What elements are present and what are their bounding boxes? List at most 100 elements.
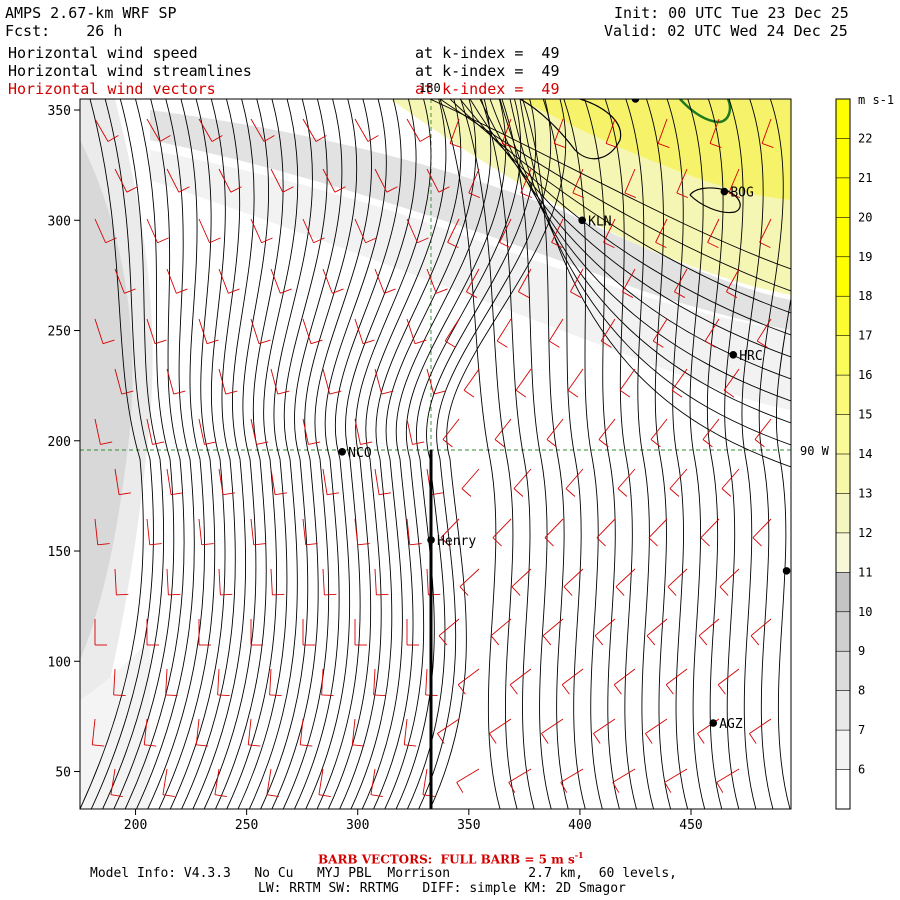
wind-barb-staff: [114, 368, 123, 395]
wind-barb-staff: [146, 118, 161, 142]
wind-barb-staff: [520, 168, 532, 194]
wind-barb-feather: [321, 694, 334, 697]
wind-barb-staff: [499, 218, 512, 243]
wind-barb-staff: [143, 718, 148, 745]
wind-barb-staff: [459, 568, 480, 588]
wind-barb-staff: [354, 518, 359, 545]
wind-barb-staff: [321, 668, 324, 695]
wind-barb-staff: [624, 168, 636, 194]
stations-layer: NCO Henry KLN BOG HRC AGZ: [338, 99, 791, 732]
wind-barb-feather: [572, 192, 585, 199]
wind-barb-staff: [456, 768, 480, 783]
speed-shade-west-core: [80, 140, 133, 660]
wind-barb-staff: [354, 418, 361, 445]
wind-barb-staff: [302, 418, 309, 445]
wind-barb-staff: [270, 368, 279, 395]
wind-barb-feather: [447, 241, 459, 249]
colorbar-units: m s-1: [858, 93, 894, 107]
wind-barb-feather: [676, 192, 689, 199]
wind-barb-staff: [214, 768, 220, 795]
wind-barb-staff: [146, 318, 156, 344]
wind-barb-feather: [332, 288, 344, 294]
wind-barb-feather: [409, 543, 422, 546]
wind-barb-staff: [146, 518, 151, 545]
wind-barb-staff: [551, 218, 564, 243]
x-tick-label: 200: [124, 818, 147, 833]
wind-barb-feather: [352, 744, 365, 747]
wind-barb-feather: [384, 288, 396, 294]
wind-barb-feather: [709, 143, 722, 148]
wind-barb-staff: [370, 768, 376, 795]
station-marker: [338, 447, 346, 456]
wind-barb-staff: [198, 318, 208, 344]
wind-barb-feather: [217, 694, 230, 697]
colorbar-label: 8: [858, 684, 865, 698]
wind-barb-feather: [717, 684, 726, 695]
wind-barb-feather: [665, 684, 674, 695]
wind-barb-feather: [282, 186, 294, 193]
streamline: [294, 99, 387, 809]
streamline-east: [439, 99, 501, 809]
colorbar-label: 7: [858, 723, 865, 737]
wind-barb-feather: [412, 441, 425, 445]
wind-barb-feather: [494, 439, 505, 448]
wind-barb-feather: [261, 237, 273, 244]
wind-barb-feather: [362, 339, 375, 345]
wind-barb-staff: [94, 118, 109, 142]
wind-barb-staff: [195, 718, 200, 745]
wind-barb-feather: [615, 586, 625, 596]
wind-barb-feather: [700, 537, 710, 547]
map-frame: [79, 98, 792, 810]
streamline: [361, 99, 477, 809]
wind-barb-staff: [250, 118, 265, 142]
wind-barb-feather: [196, 744, 209, 747]
wind-barb-staff: [709, 118, 720, 144]
x-tick-label: 350: [457, 818, 480, 833]
wind-barb-feather: [370, 794, 383, 798]
y-tick-label: 350: [48, 104, 71, 119]
wind-barb-staff: [457, 668, 480, 686]
streamline-east: [501, 99, 552, 809]
wind-barb-feather: [228, 288, 240, 294]
wind-barb-feather: [749, 733, 757, 744]
colorbar-label: 6: [858, 763, 865, 777]
wind-barb-feather: [513, 488, 524, 497]
speed-shade-south: [80, 640, 150, 809]
wind-barb-staff: [600, 318, 616, 342]
wind-barb-staff: [354, 318, 364, 344]
wind-barb-feather: [272, 593, 285, 596]
wind-barb-staff: [374, 568, 377, 595]
wind-barb-staff: [426, 268, 437, 294]
wind-barb-staff: [655, 218, 668, 243]
wind-barb-staff: [426, 168, 440, 193]
wind-barb-staff: [422, 768, 428, 795]
colorbar-segment: [836, 493, 850, 533]
colorbar-label: 9: [858, 644, 865, 658]
colorbar-segment: [836, 572, 850, 612]
wind-barb-staff: [704, 318, 720, 342]
wind-barb-feather: [541, 733, 549, 744]
wind-barb-feather: [176, 288, 188, 294]
wind-barb-feather: [100, 441, 113, 445]
colorbar-label: 19: [858, 250, 872, 264]
wind-barb-staff: [270, 168, 284, 193]
wind-barb-feather: [357, 543, 370, 546]
streamline-northeast: [459, 99, 791, 336]
wind-barb-feather: [600, 340, 612, 348]
station-label: KLN: [588, 214, 611, 229]
wind-barb-staff: [374, 468, 380, 495]
wind-barb-staff: [302, 318, 312, 344]
wind-barb-staff: [322, 268, 333, 294]
wind-barb-feather: [508, 782, 516, 793]
wind-barb-staff: [717, 668, 740, 686]
streamline: [192, 99, 255, 809]
streamline-east: [687, 99, 706, 809]
wind-barb-feather: [624, 192, 637, 199]
wind-barb-staff: [425, 668, 428, 695]
wind-barb-staff: [719, 568, 740, 588]
wind-barbs-layer: [91, 118, 774, 798]
wind-barb-staff: [146, 218, 158, 243]
colorbar-label: 11: [858, 565, 872, 579]
colorbar-label: 18: [858, 289, 872, 303]
x-tick-label: 400: [568, 818, 591, 833]
